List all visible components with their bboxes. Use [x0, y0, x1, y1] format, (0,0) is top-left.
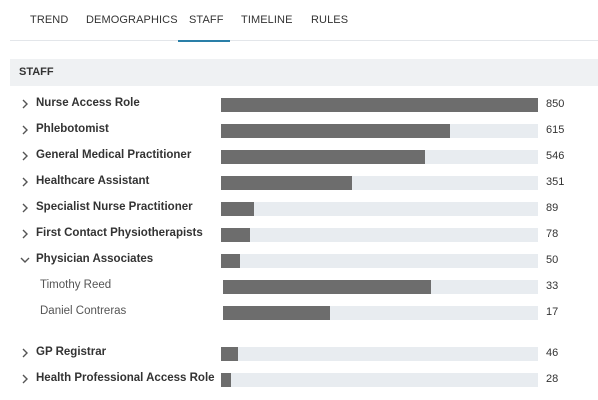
- staff-role-row[interactable]: GP Registrar 46: [0, 344, 598, 364]
- bar-fill: [223, 280, 431, 294]
- staff-role-label: Phlebotomist: [36, 123, 109, 135]
- staff-role-row[interactable]: Nurse Access Role 850: [0, 95, 598, 115]
- chevron-right-icon[interactable]: [19, 373, 31, 385]
- staff-role-row[interactable]: Healthcare Assistant 351: [0, 173, 598, 193]
- bar-fill: [221, 176, 352, 190]
- staff-member-row: Timothy Reed 33: [0, 277, 598, 297]
- staff-member-row: Daniel Contreras 17: [0, 303, 598, 323]
- staff-role-row[interactable]: Specialist Nurse Practitioner 89: [0, 199, 598, 219]
- staff-role-row[interactable]: First Contact Physiotherapists 78: [0, 225, 598, 245]
- bar-fill: [221, 347, 238, 361]
- staff-role-label: General Medical Practitioner: [36, 149, 192, 161]
- bar-track: [221, 176, 538, 190]
- bar-track: [221, 150, 538, 164]
- staff-member-count: 33: [546, 280, 559, 292]
- staff-role-count: 351: [546, 176, 565, 188]
- chevron-right-icon[interactable]: [19, 98, 31, 110]
- bar-fill: [221, 254, 240, 268]
- tab-trend[interactable]: TREND: [30, 14, 69, 26]
- bar-track: [221, 254, 538, 268]
- tab-bar: TREND DEMOGRAPHICS STAFF TIMELINE RULES: [10, 0, 598, 42]
- chevron-right-icon[interactable]: [19, 176, 31, 188]
- staff-role-count: 46: [546, 347, 559, 359]
- chevron-right-icon[interactable]: [19, 347, 31, 359]
- bar-track: [221, 98, 538, 112]
- staff-role-count: 28: [546, 373, 559, 385]
- bar-track: [221, 373, 538, 387]
- bar-fill: [221, 150, 425, 164]
- staff-role-count: 78: [546, 228, 559, 240]
- staff-role-label: Health Professional Access Role: [36, 372, 215, 384]
- staff-role-count: 546: [546, 150, 565, 162]
- staff-role-count: 89: [546, 202, 559, 214]
- staff-role-label: Nurse Access Role: [36, 97, 140, 109]
- bar-track: [221, 228, 538, 242]
- section-header: STAFF: [10, 59, 598, 86]
- chevron-right-icon[interactable]: [19, 202, 31, 214]
- staff-member-label: Timothy Reed: [40, 279, 112, 291]
- chevron-down-icon[interactable]: [19, 254, 31, 266]
- bar-track: [221, 347, 538, 361]
- staff-role-label: First Contact Physiotherapists: [36, 227, 203, 239]
- active-tab-indicator: [178, 40, 230, 42]
- tab-demographics[interactable]: DEMOGRAPHICS: [86, 14, 178, 26]
- staff-role-label: Physician Associates: [36, 253, 154, 265]
- section-title: STAFF: [19, 66, 54, 78]
- bar-fill: [221, 373, 231, 387]
- bar-track: [223, 280, 538, 294]
- staff-role-count: 50: [546, 254, 559, 266]
- staff-member-label: Daniel Contreras: [40, 305, 127, 317]
- staff-role-count: 615: [546, 124, 565, 136]
- tab-rules[interactable]: RULES: [311, 14, 349, 26]
- staff-role-label: GP Registrar: [36, 346, 107, 358]
- tab-timeline[interactable]: TIMELINE: [241, 14, 293, 26]
- chevron-right-icon[interactable]: [19, 124, 31, 136]
- bar-fill: [221, 202, 254, 216]
- chevron-right-icon[interactable]: [19, 228, 31, 240]
- bar-track: [221, 202, 538, 216]
- bar-fill: [221, 228, 250, 242]
- bar-track: [221, 124, 538, 138]
- staff-role-row[interactable]: Physician Associates 50: [0, 251, 598, 271]
- staff-role-label: Specialist Nurse Practitioner: [36, 201, 193, 213]
- staff-role-row[interactable]: General Medical Practitioner 546: [0, 147, 598, 167]
- staff-role-row[interactable]: Health Professional Access Role 28: [0, 370, 598, 390]
- bar-fill: [221, 124, 450, 138]
- bar-track: [223, 306, 538, 320]
- staff-member-count: 17: [546, 306, 559, 318]
- tab-staff[interactable]: STAFF: [189, 14, 224, 26]
- bar-fill: [221, 98, 538, 112]
- staff-role-row[interactable]: Phlebotomist 615: [0, 121, 598, 141]
- staff-role-label: Healthcare Assistant: [36, 175, 150, 187]
- bar-fill: [223, 306, 330, 320]
- chevron-right-icon[interactable]: [19, 150, 31, 162]
- staff-role-count: 850: [546, 98, 565, 110]
